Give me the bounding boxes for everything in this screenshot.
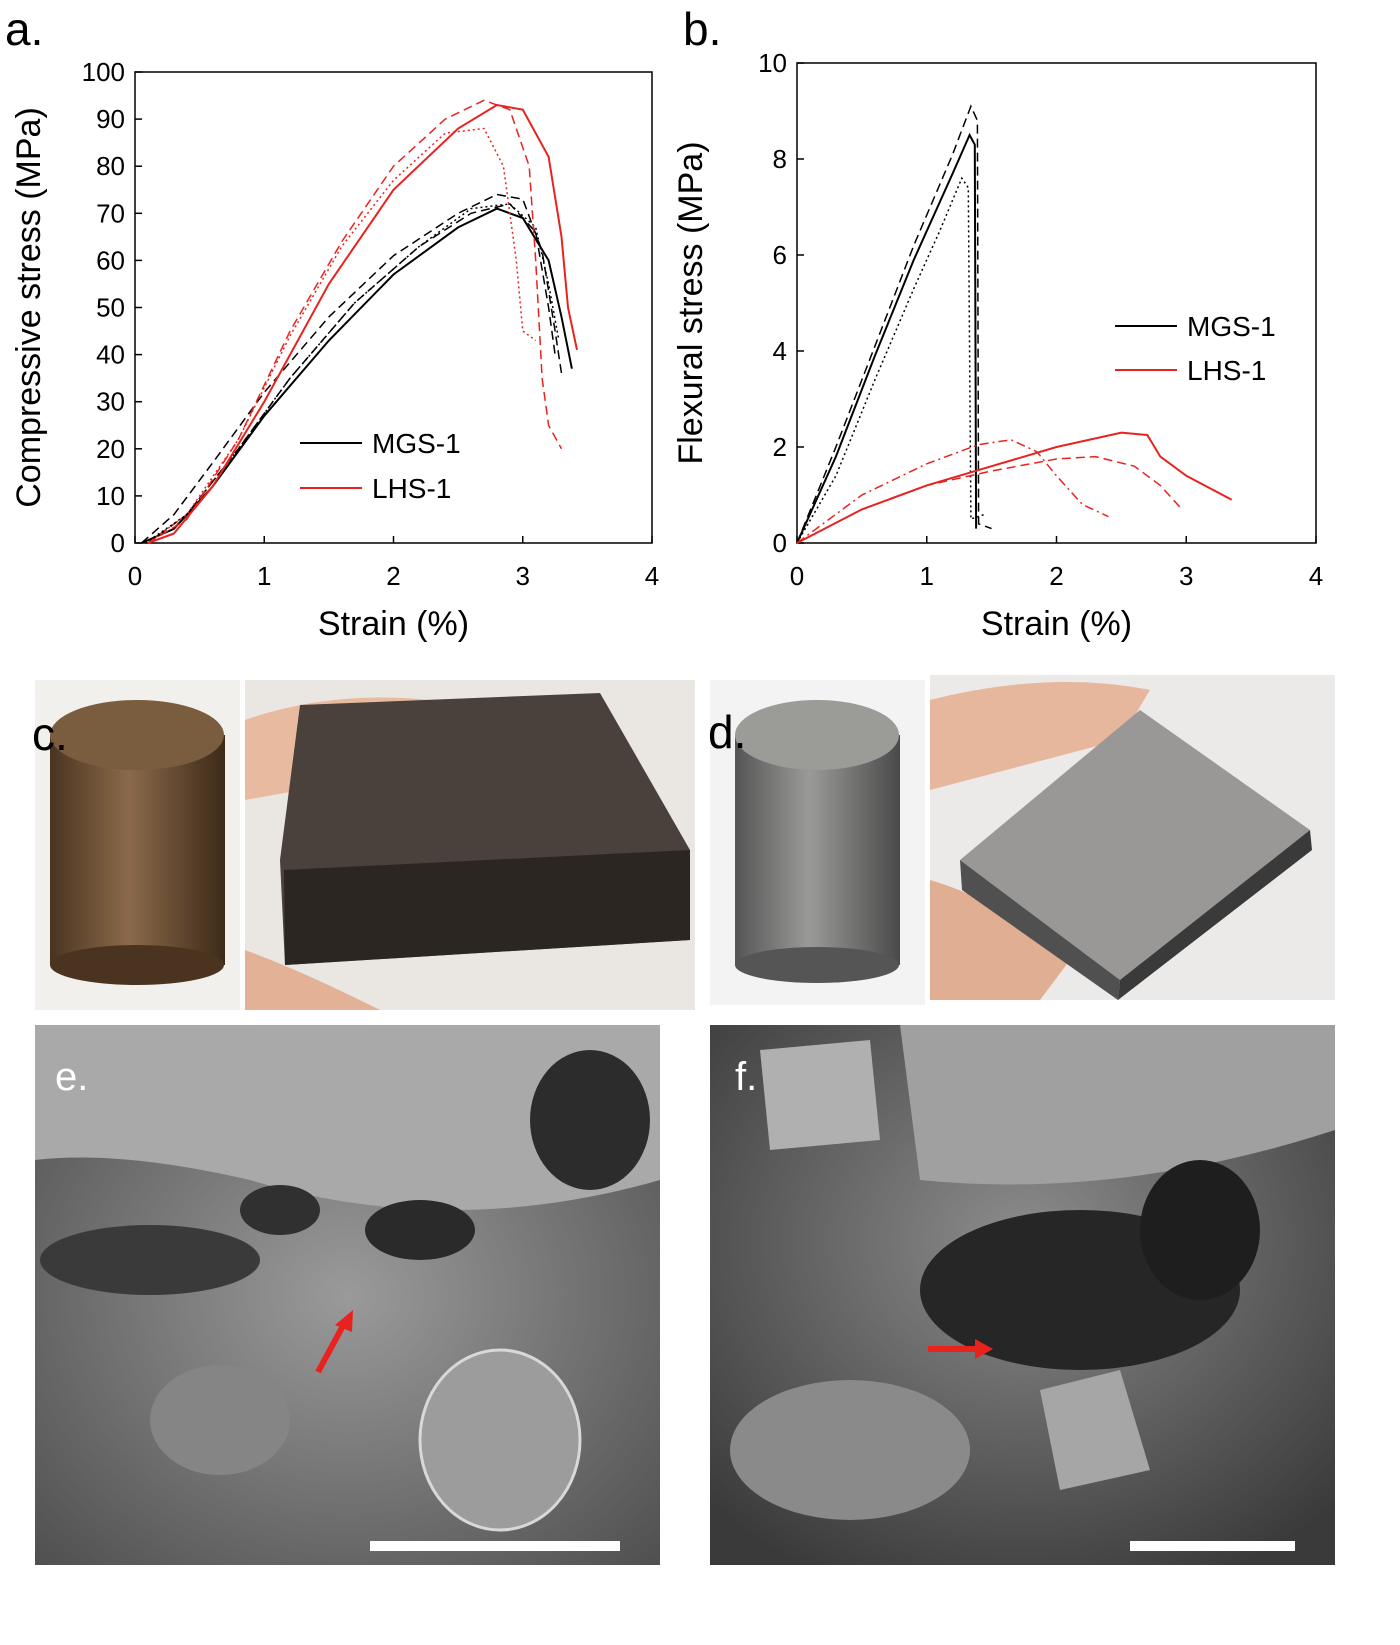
y-tick-label: 30	[96, 387, 125, 417]
x-tick-label: 1	[257, 561, 271, 591]
y-tick-label: 2	[773, 432, 787, 462]
y-tick-label: 20	[96, 434, 125, 464]
stress-curve	[147, 103, 578, 544]
y-tick-label: 60	[96, 245, 125, 275]
y-tick-label: 6	[773, 240, 787, 270]
y-tick-label: 10	[758, 48, 787, 78]
photo-d	[710, 675, 1335, 1005]
y-axis-label: Compressive stress (MPa)	[10, 107, 48, 508]
legend-label: LHS-1	[372, 473, 451, 504]
x-axis-label: Strain (%)	[981, 605, 1132, 643]
x-tick-label: 4	[645, 561, 659, 591]
y-tick-label: 100	[82, 57, 125, 87]
x-tick-label: 0	[790, 561, 804, 591]
stress-curve	[796, 132, 978, 544]
y-tick-label: 90	[96, 104, 125, 134]
panel-label: c.	[32, 708, 68, 760]
stress-curve	[141, 193, 563, 544]
stress-curve	[147, 127, 537, 544]
y-axis-label: Flexural stress (MPa)	[672, 141, 710, 464]
stress-curve	[147, 99, 563, 544]
stress-curve	[796, 439, 1109, 544]
x-tick-label: 4	[1309, 561, 1323, 591]
y-tick-label: 10	[96, 481, 125, 511]
x-tick-label: 2	[386, 561, 400, 591]
x-axis-label: Strain (%)	[318, 605, 469, 643]
panel-label: f.	[735, 1055, 757, 1099]
panel-label: e.	[55, 1055, 88, 1099]
stress-curve	[796, 455, 1181, 544]
y-tick-label: 70	[96, 198, 125, 228]
stress-curve	[796, 431, 1233, 544]
y-tick-label: 40	[96, 340, 125, 370]
stress-curve	[141, 207, 573, 544]
sem-image-f	[710, 1025, 1335, 1565]
sem-image-e	[35, 1025, 660, 1565]
y-tick-label: 4	[773, 336, 787, 366]
panel-label: d.	[708, 706, 746, 758]
photo-c	[35, 680, 695, 1010]
y-tick-label: 8	[773, 144, 787, 174]
panel-label: a.	[5, 3, 43, 55]
x-tick-label: 3	[1179, 561, 1193, 591]
y-tick-label: 50	[96, 293, 125, 323]
x-tick-label: 1	[920, 561, 934, 591]
x-tick-label: 3	[516, 561, 530, 591]
x-tick-label: 2	[1049, 561, 1063, 591]
y-tick-label: 0	[111, 528, 125, 558]
legend-label: LHS-1	[1187, 355, 1266, 386]
panel-label: b.	[683, 3, 721, 55]
plot-frame	[796, 62, 1317, 544]
legend-label: MGS-1	[372, 428, 461, 459]
x-tick-label: 0	[128, 561, 142, 591]
stress-curve	[796, 176, 986, 544]
legend-label: MGS-1	[1187, 311, 1276, 342]
y-tick-label: 80	[96, 151, 125, 181]
y-tick-label: 0	[773, 528, 787, 558]
